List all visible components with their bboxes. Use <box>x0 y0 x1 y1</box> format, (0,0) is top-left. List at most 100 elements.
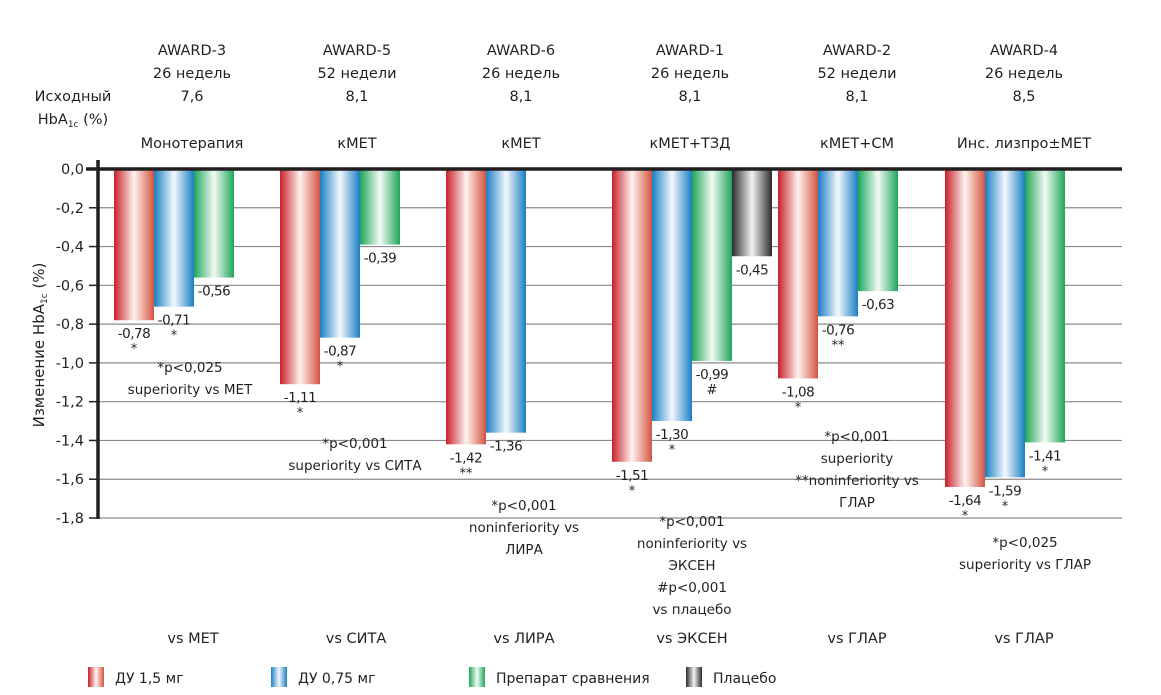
comparison-label: vs МЕТ <box>167 631 218 647</box>
significance-mark: * <box>337 360 344 375</box>
study-name: AWARD-1 <box>656 43 724 59</box>
legend-swatch-du075 <box>271 667 287 687</box>
therapy-label: кМЕТ <box>501 136 540 152</box>
note-line: #p<0,001 <box>657 580 727 596</box>
note-line: *p<0,001 <box>322 436 387 452</box>
baseline-hba1c: 8,1 <box>345 89 368 105</box>
study-name: AWARD-3 <box>158 43 226 59</box>
y-tick-label: -1,8 <box>56 511 84 527</box>
legend-label: Плацебо <box>713 671 776 687</box>
note-line: ГЛАР <box>839 495 875 511</box>
therapy-label: кМЕТ+ТЗД <box>650 136 731 152</box>
study-name: AWARD-2 <box>823 43 891 59</box>
study-duration: 26 недель <box>985 66 1063 82</box>
significance-notes: *p<0,025 superiority vs МЕТ *p<0,001 superi… <box>128 360 1091 618</box>
bar-du075 <box>652 169 692 422</box>
significance-mark: * <box>795 400 802 415</box>
bar-value-label: -0,76 <box>822 322 854 338</box>
therapy-label: кМЕТ <box>337 136 376 152</box>
bar-value-label: -1,51 <box>616 468 648 484</box>
legend: ДУ 1,5 мг ДУ 0,75 мг Препарат сравнения Пла… <box>88 667 776 687</box>
study-duration: 52 недели <box>317 66 396 82</box>
note-line: **noninferiority vs <box>795 473 919 489</box>
bar-value-label: -0,56 <box>198 284 230 300</box>
bar-comp <box>858 169 898 292</box>
significance-mark: * <box>962 509 969 524</box>
note-line: *p<0,025 <box>992 535 1057 551</box>
bar-value-label: -1,42 <box>450 450 482 466</box>
significance-mark: ** <box>460 466 474 481</box>
y-tick-label: -0,4 <box>56 240 84 256</box>
bar-du15 <box>612 169 652 462</box>
y-tick-label: -0,6 <box>56 278 84 294</box>
legend-label: ДУ 0,75 мг <box>298 671 375 687</box>
bar-comp <box>360 169 400 245</box>
significance-mark: # <box>707 383 718 398</box>
note-line: ЛИРА <box>505 542 543 558</box>
significance-mark: ** <box>832 338 846 353</box>
study-duration: 52 недели <box>817 66 896 82</box>
bar-value-label: -0,39 <box>364 251 396 267</box>
bar-value-label: -1,11 <box>284 390 316 406</box>
baseline-label-line2: HbA1c (%) <box>38 112 108 130</box>
bar-comp <box>1025 169 1065 443</box>
significance-mark: * <box>171 329 178 344</box>
group-headers: AWARD-3 26 недель 7,6 Монотерапия AWARD-5 52 … <box>141 43 1092 152</box>
bar-du075 <box>818 169 858 317</box>
note-line: superiority <box>821 451 894 467</box>
y-tick-label: -0,2 <box>56 201 84 217</box>
note-line: superiority vs СИТА <box>288 458 422 474</box>
note-line: vs плацебо <box>652 602 731 618</box>
study-duration: 26 недель <box>651 66 729 82</box>
therapy-label: Инс. лизпро±МЕТ <box>957 136 1091 152</box>
bar-value-label: -0,63 <box>862 297 894 313</box>
bar-value-label: -0,87 <box>324 344 356 360</box>
bar-comp <box>194 169 234 278</box>
significance-mark: * <box>669 443 676 458</box>
y-tick-label: -1,6 <box>56 472 84 488</box>
significance-mark: * <box>297 406 304 421</box>
note-line: ЭКСЕН <box>668 558 715 574</box>
y-axis-label: Изменение HbA1c (%) <box>30 263 50 428</box>
bar-du15 <box>280 169 320 385</box>
bar-du15 <box>114 169 154 321</box>
y-tick-label: -1,0 <box>56 356 84 372</box>
study-name: AWARD-5 <box>323 43 391 59</box>
therapy-label: кМЕТ+СМ <box>820 136 894 152</box>
y-tick-label: 0,0 <box>61 162 84 178</box>
legend-label: ДУ 1,5 мг <box>115 671 184 687</box>
bar-value-label: -1,64 <box>949 493 981 509</box>
baseline-hba1c: 8,1 <box>509 89 532 105</box>
baseline-hba1c: 8,1 <box>845 89 868 105</box>
bar-value-label: -0,99 <box>696 367 728 383</box>
y-tick-label: -1,4 <box>56 433 84 449</box>
note-line: superiority vs ГЛАР <box>959 557 1091 573</box>
bar-du075 <box>985 169 1025 478</box>
legend-swatch-du15 <box>88 667 104 687</box>
bar-comp <box>486 169 526 433</box>
baseline-hba1c: 7,6 <box>180 89 203 105</box>
bar-du075 <box>154 169 194 307</box>
bar-value-label: -0,71 <box>158 313 190 329</box>
significance-mark: * <box>629 484 636 499</box>
bar-du15 <box>446 169 486 445</box>
bars <box>114 169 1065 487</box>
therapy-label: Монотерапия <box>141 136 244 152</box>
significance-mark: * <box>1002 499 1009 514</box>
bar-placebo <box>732 169 772 257</box>
y-tick-label: -0,8 <box>56 317 84 333</box>
study-name: AWARD-6 <box>487 43 555 59</box>
study-name: AWARD-4 <box>990 43 1058 59</box>
legend-label: Препарат сравнения <box>496 671 650 687</box>
comparison-label: vs СИТА <box>326 631 387 647</box>
bar-value-label: -1,08 <box>782 384 814 400</box>
comparison-label: vs ГЛАР <box>994 631 1053 647</box>
legend-swatch-placebo <box>686 667 702 687</box>
significance-mark: * <box>1042 464 1049 479</box>
bar-du15 <box>945 169 985 487</box>
bar-value-label: -1,30 <box>656 427 688 443</box>
note-line: noninferiority vs <box>637 536 747 552</box>
note-line: *p<0,025 <box>157 360 222 376</box>
baseline-hba1c: 8,5 <box>1012 89 1035 105</box>
study-duration: 26 недель <box>482 66 560 82</box>
